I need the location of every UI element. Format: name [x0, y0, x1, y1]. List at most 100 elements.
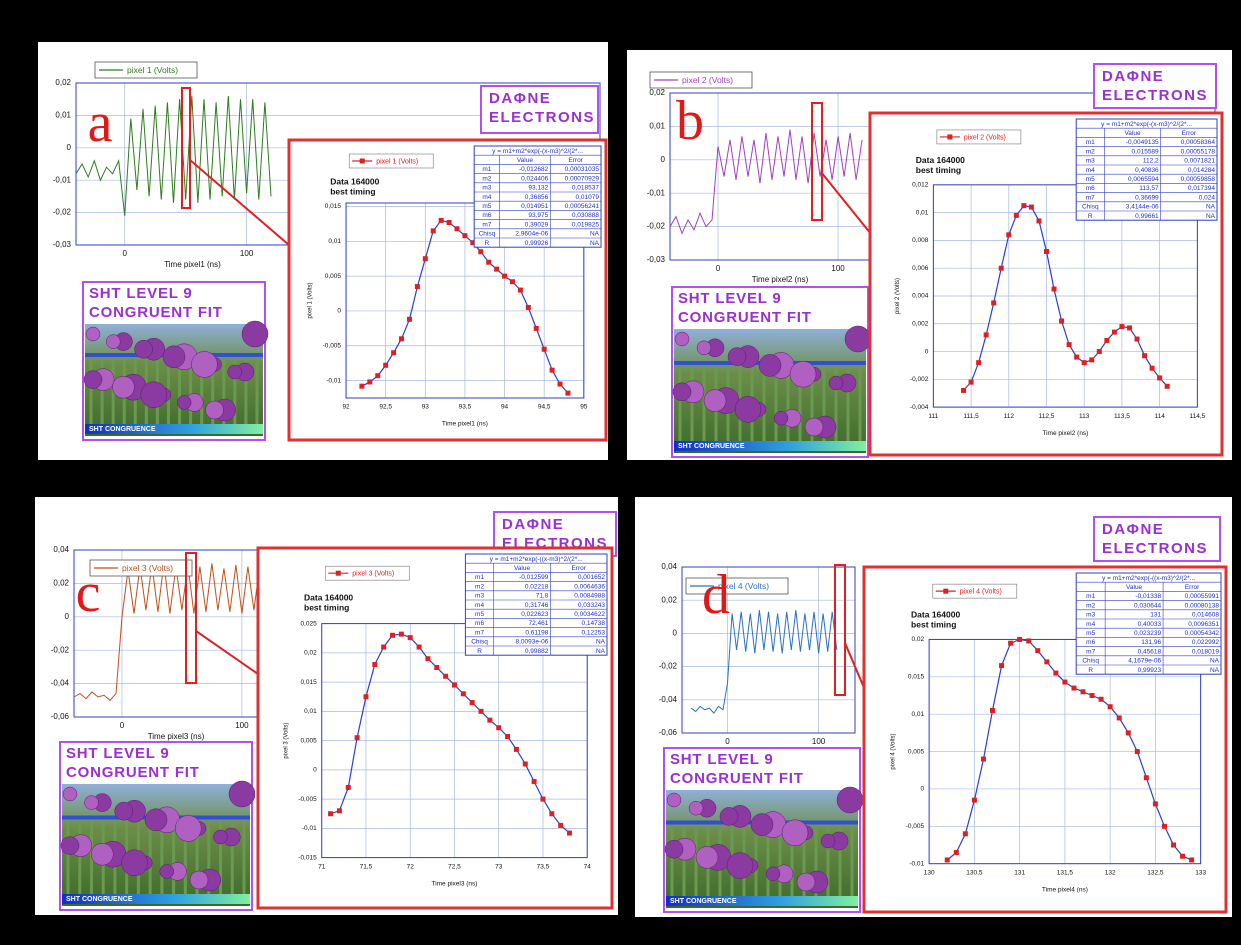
data-point — [1117, 715, 1122, 720]
y-tick-label: -0,06 — [659, 728, 678, 737]
table-cell: m2 — [1086, 602, 1095, 609]
legend-label: pixel 4 (Volts) — [960, 588, 1002, 595]
flower — [675, 332, 689, 346]
photo-caption: SHT CONGRUENCE — [89, 426, 156, 433]
table-cell: 0,024 — [1199, 194, 1216, 201]
data-point — [972, 798, 977, 803]
y-axis-label: pixel 1 (Volts) — [308, 282, 314, 318]
table-cell: Chisq — [479, 231, 496, 238]
data-point — [1153, 801, 1158, 806]
data-point — [1135, 749, 1140, 754]
data-point — [1171, 843, 1176, 848]
data-point — [1127, 325, 1132, 330]
x-tick-label: 131 — [1014, 869, 1025, 876]
table-cell: 2,9604e-06 — [515, 231, 548, 238]
data-point — [984, 332, 989, 337]
data-point — [976, 360, 981, 365]
y-tick-label: -0,005 — [906, 823, 925, 830]
table-cell: m6 — [482, 212, 491, 219]
y-tick-label: 0 — [337, 308, 341, 315]
data-point — [502, 274, 507, 279]
flower — [667, 793, 681, 807]
data-point — [1180, 854, 1185, 859]
table-cell: -0,0049135 — [1126, 139, 1159, 146]
data-point — [431, 228, 436, 233]
flower — [86, 327, 100, 341]
y-tick-label: 0,02 — [649, 88, 665, 97]
data-point — [346, 785, 351, 790]
data-point — [399, 632, 404, 637]
table-cell: 0,99661 — [1135, 213, 1159, 220]
data-point — [1097, 349, 1102, 354]
data-point — [1008, 641, 1013, 646]
table-cell: 0,014608 — [1192, 612, 1219, 619]
flower — [106, 335, 120, 349]
y-tick-label: -0,06 — [51, 712, 70, 721]
flower — [228, 365, 242, 379]
flower — [751, 814, 773, 836]
data-point — [1053, 671, 1058, 676]
data-point — [1157, 375, 1162, 380]
data-point — [470, 700, 475, 705]
x-axis-label: Time pixel2 (ns) — [1042, 430, 1088, 437]
x-axis-label: Time pixel2 (ns) — [752, 275, 809, 284]
badge-text: DAΦNE — [1102, 521, 1164, 538]
data-point — [999, 266, 1004, 271]
x-tick-label: 94,5 — [538, 404, 551, 411]
data-point — [381, 645, 386, 650]
legend-label: pixel 2 (Volts) — [964, 134, 1006, 141]
x-tick-label: 100 — [235, 721, 249, 730]
table-column-head: Error — [1182, 130, 1197, 137]
data-point — [1017, 637, 1022, 642]
table-cell: 0,00055178 — [1181, 148, 1216, 155]
data-point — [963, 831, 968, 836]
data-point — [355, 735, 360, 740]
sht-text: CONGRUENT FIT — [670, 770, 804, 787]
data-point — [391, 350, 396, 355]
data-point — [1089, 357, 1094, 362]
badge-text: ELECTRONS — [1102, 540, 1208, 557]
table-cell: m6 — [1086, 639, 1095, 646]
x-axis-label: Time pixel1 (ns) — [164, 260, 221, 269]
table-cell: m1 — [475, 574, 484, 581]
sht-text: CONGRUENT FIT — [66, 764, 200, 781]
x-axis-label: Time pixel1 (ns) — [442, 421, 488, 428]
data-point — [1112, 330, 1117, 335]
flower — [797, 873, 815, 891]
table-cell: 0,00055991 — [1185, 593, 1220, 600]
table-cell: -0,012599 — [519, 574, 549, 581]
x-tick-label: 113,5 — [1114, 413, 1130, 420]
x-tick-label: 132,5 — [1147, 869, 1164, 876]
data-point — [549, 811, 554, 816]
flower — [145, 809, 167, 831]
y-tick-label: -0,01 — [326, 377, 341, 384]
flower — [728, 348, 746, 366]
table-column-head: Error — [568, 157, 583, 164]
data-point — [1104, 338, 1109, 343]
flower — [242, 321, 268, 347]
data-point — [372, 662, 377, 667]
flower — [191, 351, 217, 377]
legend-label: pixel 1 (Volts) — [127, 65, 178, 75]
x-tick-label: 111,5 — [963, 413, 979, 420]
data-point — [532, 779, 537, 784]
table-cell: 0,033243 — [578, 602, 605, 609]
table-cell: m4 — [1086, 621, 1095, 628]
x-tick-label: 100 — [812, 737, 826, 746]
x-tick-label: 100 — [831, 264, 845, 273]
data-point — [383, 363, 388, 368]
badge-text: ELECTRONS — [489, 109, 595, 126]
sht-text: SHT LEVEL 9 — [66, 745, 170, 762]
data-point — [954, 850, 959, 855]
table-column-head: Value — [1126, 584, 1143, 591]
flower — [61, 837, 79, 855]
photo-caption: SHT CONGRUENCE — [670, 898, 737, 905]
table-cell: m7 — [1086, 648, 1095, 655]
table-cell: 0,014284 — [1188, 167, 1215, 174]
flower — [206, 401, 224, 419]
y-tick-label: 0,02 — [53, 579, 69, 588]
y-tick-label: -0,01 — [53, 175, 72, 184]
data-point — [1044, 249, 1049, 254]
data-note: best timing — [911, 620, 956, 630]
x-tick-label: 94 — [501, 404, 509, 411]
